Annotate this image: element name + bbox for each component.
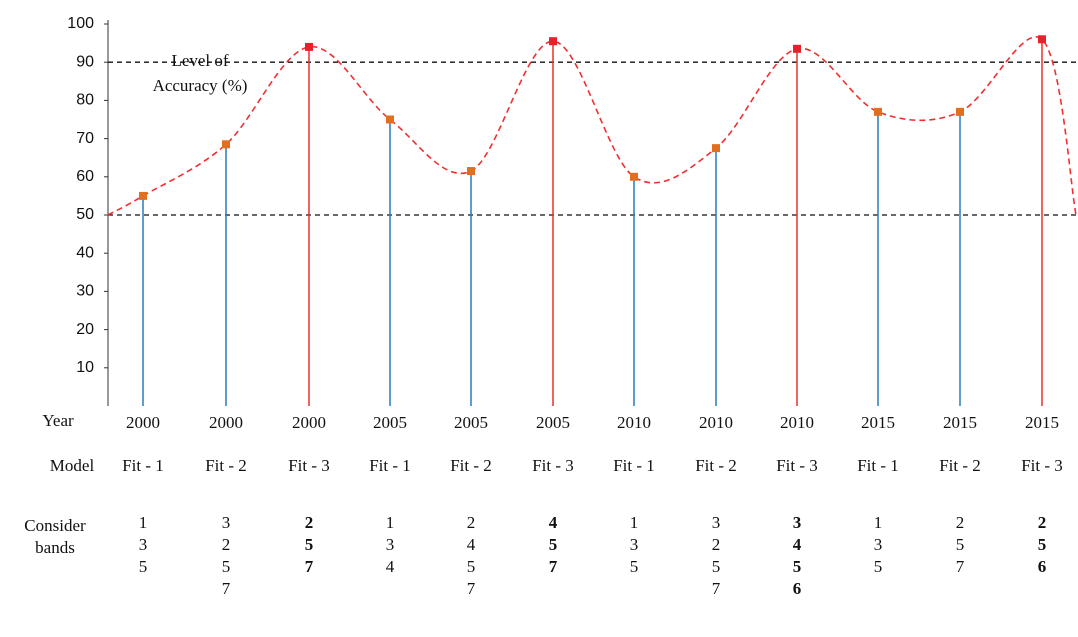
bands-label: Consider [24, 516, 86, 535]
band-label: 4 [467, 535, 476, 554]
band-label: 4 [793, 535, 802, 554]
band-label: 7 [467, 579, 476, 598]
annotation: Accuracy (%) [153, 76, 248, 95]
model-label: Fit - 1 [369, 456, 411, 475]
band-label: 3 [874, 535, 883, 554]
band-label: 5 [874, 557, 883, 576]
band-label: 4 [386, 557, 395, 576]
band-label: 2 [305, 513, 314, 532]
band-label: 3 [222, 513, 231, 532]
band-label: 2 [712, 535, 721, 554]
band-label: 2 [467, 513, 476, 532]
marker [549, 37, 557, 46]
band-label: 4 [549, 513, 558, 532]
model-label: Fit - 1 [613, 456, 655, 475]
band-label: 1 [874, 513, 883, 532]
band-label: 5 [549, 535, 558, 554]
marker [386, 115, 394, 124]
marker [630, 172, 638, 181]
model-label: Fit - 3 [288, 456, 330, 475]
marker [222, 140, 230, 149]
year-label: 2015 [1025, 413, 1059, 432]
year-label: 2005 [454, 413, 488, 432]
model-label: Fit - 1 [122, 456, 164, 475]
y-tick-label: 100 [67, 15, 94, 32]
y-tick-label: 30 [76, 283, 94, 300]
band-label: 6 [1038, 557, 1047, 576]
marker [305, 42, 313, 51]
band-label: 5 [630, 557, 639, 576]
band-label: 6 [793, 579, 802, 598]
fit-curve [107, 36, 1077, 216]
year-label: 2010 [699, 413, 733, 432]
marker [874, 107, 882, 116]
marker [793, 44, 801, 53]
year-label: 2015 [861, 413, 895, 432]
band-label: 5 [139, 557, 148, 576]
y-tick-label: 50 [76, 206, 94, 223]
marker [712, 144, 720, 153]
y-tick-label: 60 [76, 168, 94, 185]
y-tick-label: 80 [76, 92, 94, 109]
band-label: 7 [712, 579, 721, 598]
band-label: 1 [630, 513, 639, 532]
band-label: 2 [222, 535, 231, 554]
band-label: 5 [793, 557, 802, 576]
band-label: 3 [793, 513, 802, 532]
band-label: 7 [305, 557, 314, 576]
y-tick-label: 70 [76, 130, 94, 147]
year-label: Year [42, 411, 74, 430]
band-label: 5 [712, 557, 721, 576]
band-label: 5 [305, 535, 314, 554]
y-tick-label: 20 [76, 321, 94, 338]
band-label: 5 [467, 557, 476, 576]
model-label: Fit - 3 [532, 456, 574, 475]
y-tick-label: 10 [76, 359, 94, 376]
year-label: 2010 [780, 413, 814, 432]
marker [139, 191, 147, 200]
model-label: Fit - 1 [857, 456, 899, 475]
year-label: 2005 [536, 413, 570, 432]
band-label: 7 [222, 579, 231, 598]
band-label: 1 [139, 513, 148, 532]
band-label: 5 [956, 535, 965, 554]
marker [956, 107, 964, 116]
band-label: 2 [956, 513, 965, 532]
model-label: Fit - 2 [939, 456, 981, 475]
year-label: 2000 [292, 413, 326, 432]
model-label: Model [50, 456, 95, 475]
model-label: Fit - 3 [776, 456, 818, 475]
band-label: 7 [956, 557, 965, 576]
band-label: 1 [386, 513, 395, 532]
year-label: 2000 [126, 413, 160, 432]
model-label: Fit - 2 [695, 456, 737, 475]
year-label: 2000 [209, 413, 243, 432]
band-label: 3 [630, 535, 639, 554]
band-label: 7 [549, 557, 558, 576]
band-label: 5 [1038, 535, 1047, 554]
band-label: 3 [712, 513, 721, 532]
bands-label: bands [35, 538, 75, 557]
marker [467, 167, 475, 176]
year-label: 2015 [943, 413, 977, 432]
annotation: Level of [171, 51, 228, 70]
year-label: 2010 [617, 413, 651, 432]
band-label: 3 [386, 535, 395, 554]
model-label: Fit - 2 [450, 456, 492, 475]
band-label: 5 [222, 557, 231, 576]
y-tick-label: 90 [76, 53, 94, 70]
model-label: Fit - 2 [205, 456, 247, 475]
model-label: Fit - 3 [1021, 456, 1063, 475]
y-tick-label: 40 [76, 244, 94, 261]
marker [1038, 35, 1046, 44]
band-label: 2 [1038, 513, 1047, 532]
band-label: 3 [139, 535, 148, 554]
year-label: 2005 [373, 413, 407, 432]
